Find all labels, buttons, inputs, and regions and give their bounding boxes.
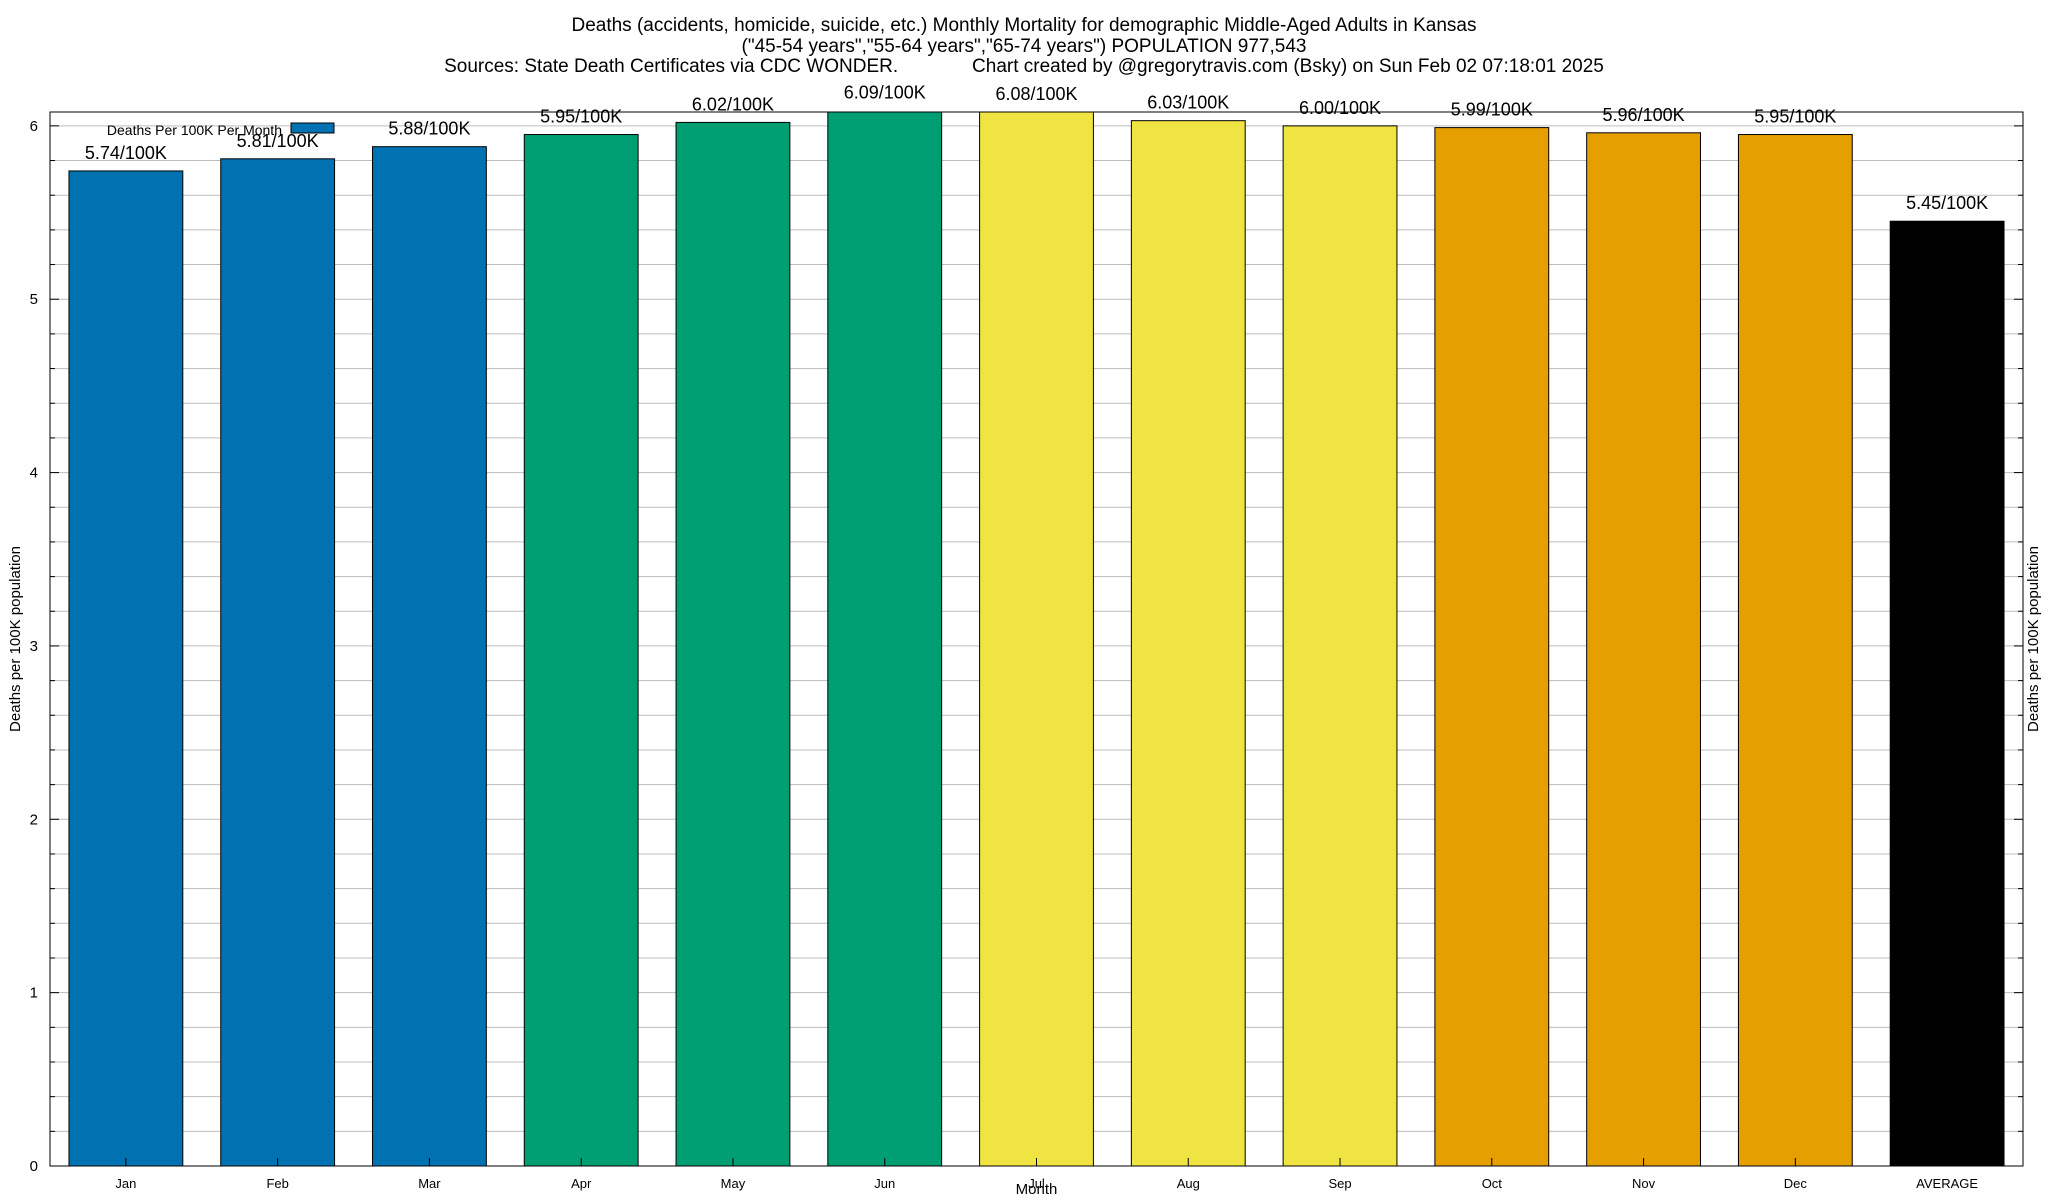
data-label-dec: 5.95/100K xyxy=(1754,107,1836,127)
x-tick-label: Apr xyxy=(571,1176,592,1191)
chart-title-line-2: ("45-54 years","55-64 years","65-74 year… xyxy=(742,36,1307,57)
x-axis-label: Month xyxy=(1016,1181,1058,1198)
data-label-average: 5.45/100K xyxy=(1906,193,1988,213)
data-label-jan: 5.74/100K xyxy=(85,143,167,163)
x-tick-label: Aug xyxy=(1177,1176,1200,1191)
chart-title-line-1: Deaths (accidents, homicide, suicide, et… xyxy=(571,15,1476,36)
y-tick-label: 4 xyxy=(30,465,38,482)
data-label-mar: 5.88/100K xyxy=(388,119,470,139)
chart-title-line-3: Sources: State Death Certificates via CD… xyxy=(444,56,1604,77)
x-tick-label: Nov xyxy=(1632,1176,1656,1191)
y-tick-label: 1 xyxy=(30,985,38,1002)
legend-swatch xyxy=(290,122,335,134)
data-label-may: 6.02/100K xyxy=(692,94,774,114)
bar-mar xyxy=(372,146,487,1167)
data-label-sep: 6.00/100K xyxy=(1299,98,1381,118)
y-axis-label-right: Deaths per 100K population xyxy=(2025,546,2042,732)
data-labels: 5.74/100K 5.81/100K 5.88/100K 5.95/100K 6.02… xyxy=(85,82,1988,213)
y-axis-label: Deaths per 100K population xyxy=(7,546,24,732)
legend-label: Deaths Per 100K Per Month xyxy=(107,122,282,138)
data-label-aug: 6.03/100K xyxy=(1147,93,1229,113)
bar-feb xyxy=(220,158,336,1167)
y-axis-ticks: 0 1 2 3 4 5 6 xyxy=(30,118,2023,1175)
bar-jul xyxy=(979,111,1094,1167)
data-label-oct: 5.99/100K xyxy=(1451,100,1533,120)
y-tick-label: 2 xyxy=(30,811,38,828)
bar-nov xyxy=(1586,132,1701,1167)
y-tick-label: 5 xyxy=(30,291,38,308)
data-label-jun: 6.09/100K xyxy=(844,82,926,102)
bar-apr xyxy=(523,134,639,1167)
data-label-feb: 5.81/100K xyxy=(237,131,319,151)
x-tick-label: Feb xyxy=(266,1176,288,1191)
bar-may xyxy=(675,121,791,1167)
bar-jun xyxy=(827,111,943,1167)
x-axis-ticks: Jan Feb Mar Apr May Jun Jul Aug Sep Oct Nov Dec AVER… xyxy=(115,1158,1978,1191)
bars xyxy=(68,111,2005,1167)
y-tick-label: 6 xyxy=(30,118,38,135)
x-tick-label: Jul xyxy=(1028,1176,1045,1191)
x-tick-label: May xyxy=(721,1176,746,1191)
x-tick-label: Mar xyxy=(418,1176,441,1191)
x-tick-label: AVERAGE xyxy=(1916,1176,1978,1191)
y-tick-label: 3 xyxy=(30,638,38,655)
x-tick-label: Jun xyxy=(874,1176,895,1191)
x-tick-label: Sep xyxy=(1328,1176,1351,1191)
bar-aug xyxy=(1130,120,1246,1167)
x-tick-label: Jan xyxy=(115,1176,136,1191)
plot-frame xyxy=(49,111,2024,1167)
y-tick-label: 0 xyxy=(30,1158,38,1175)
data-label-jul: 6.08/100K xyxy=(995,84,1077,104)
chart-title: Deaths (accidents, homicide, suicide, et… xyxy=(444,15,1604,77)
legend: Deaths Per 100K Per Month xyxy=(107,122,335,138)
x-tick-label: Dec xyxy=(1784,1176,1808,1191)
bar-oct xyxy=(1434,127,1550,1167)
data-label-nov: 5.96/100K xyxy=(1603,105,1685,125)
bar-jan xyxy=(68,170,184,1167)
data-label-apr: 5.95/100K xyxy=(540,107,622,127)
bar-sep xyxy=(1282,125,1398,1167)
x-tick-label: Oct xyxy=(1482,1176,1503,1191)
bar-average xyxy=(1889,220,2005,1167)
bar-dec xyxy=(1737,134,1853,1167)
